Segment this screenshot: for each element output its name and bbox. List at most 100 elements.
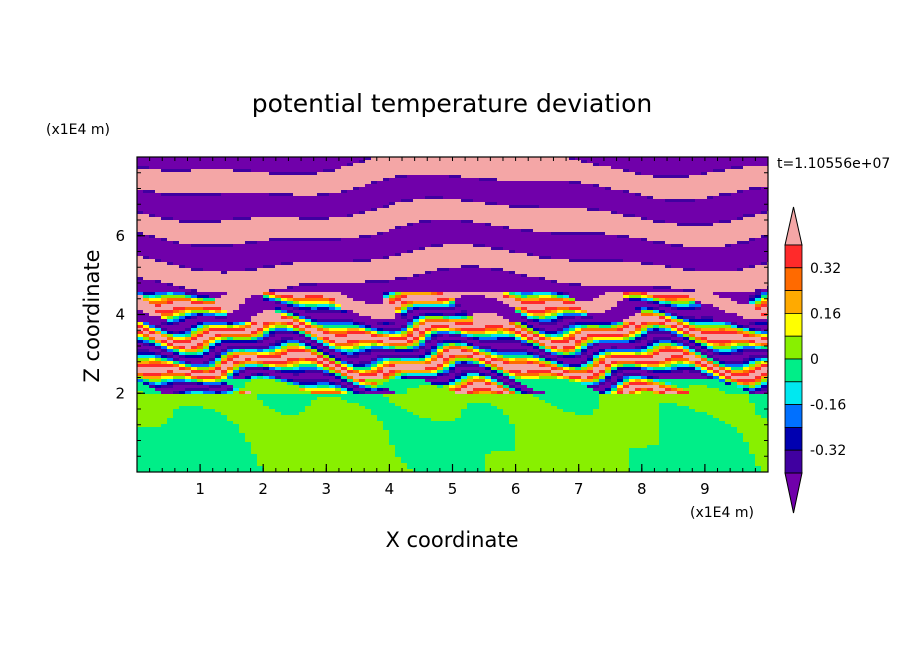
heatmap-cell xyxy=(761,334,768,338)
heatmap-cell xyxy=(557,358,588,362)
heatmap-cell xyxy=(599,400,750,404)
heatmap-cell xyxy=(347,295,384,299)
heatmap-cell xyxy=(425,379,450,383)
heatmap-cell xyxy=(383,358,390,362)
heatmap-cell xyxy=(761,466,768,470)
heatmap-cell xyxy=(503,379,510,383)
heatmap-cell xyxy=(515,295,522,299)
heatmap-cell xyxy=(689,385,708,389)
heatmap-cell xyxy=(479,265,666,269)
heatmap-cell xyxy=(551,370,564,374)
heatmap-cell xyxy=(725,370,732,374)
heatmap-cell xyxy=(269,298,276,302)
heatmap-cell xyxy=(743,190,768,194)
heatmap-cell xyxy=(347,364,354,368)
heatmap-cell xyxy=(539,316,546,320)
heatmap-cell xyxy=(137,436,246,440)
heatmap-cell xyxy=(185,364,192,368)
heatmap-cell xyxy=(185,319,252,323)
heatmap-cell xyxy=(251,169,324,173)
heatmap-cell xyxy=(521,313,528,317)
heatmap-cell xyxy=(569,295,600,299)
heatmap-cell xyxy=(137,271,222,275)
heatmap-cell xyxy=(485,352,492,356)
heatmap-cell xyxy=(563,316,576,320)
heatmap-cell xyxy=(395,277,408,281)
heatmap-cell xyxy=(731,373,750,377)
heatmap-cell xyxy=(629,295,642,299)
heatmap-cell xyxy=(221,310,228,314)
heatmap-cell xyxy=(137,361,150,365)
heatmap-cell xyxy=(755,304,762,308)
heatmap-cell xyxy=(251,442,390,446)
heatmap-cell xyxy=(677,316,684,320)
heatmap-cell xyxy=(749,301,756,305)
heatmap-cell xyxy=(563,313,582,317)
heatmap-cell xyxy=(353,346,360,350)
heatmap-cell xyxy=(551,361,558,365)
heatmap-cell xyxy=(503,409,564,413)
heatmap-cell xyxy=(347,391,354,395)
heatmap-cell xyxy=(491,358,498,362)
heatmap-cell xyxy=(281,310,288,314)
heatmap-cell xyxy=(191,346,198,350)
heatmap-cell xyxy=(737,430,768,434)
heatmap-cell xyxy=(695,316,702,320)
heatmap-cell xyxy=(275,325,288,329)
heatmap-cell xyxy=(485,454,630,458)
heatmap-cell xyxy=(467,334,474,338)
heatmap-cell xyxy=(761,379,768,383)
heatmap-cell xyxy=(737,349,744,353)
heatmap-cell xyxy=(161,355,168,359)
heatmap-cell xyxy=(173,358,180,362)
heatmap-cell xyxy=(221,334,252,338)
heatmap-cell xyxy=(167,292,174,296)
heatmap-cell xyxy=(305,409,372,413)
heatmap-cell xyxy=(407,340,414,344)
heatmap-cell xyxy=(671,331,678,335)
heatmap-cell xyxy=(281,349,288,353)
heatmap-cell xyxy=(323,370,330,374)
heatmap-cell xyxy=(413,469,486,472)
heatmap-cell xyxy=(359,373,378,377)
heatmap-cell xyxy=(413,304,450,308)
heatmap-cell xyxy=(137,211,144,215)
heatmap-cell xyxy=(515,382,522,386)
heatmap-cell xyxy=(137,346,156,350)
heatmap-cell xyxy=(143,337,150,341)
heatmap-cell xyxy=(317,343,324,347)
heatmap-cell xyxy=(167,316,174,320)
heatmap-cell xyxy=(653,298,660,302)
heatmap-cell xyxy=(527,310,546,314)
heatmap-cell xyxy=(395,451,492,455)
heatmap-cell xyxy=(497,391,504,395)
heatmap-cell xyxy=(287,304,294,308)
heatmap-cell xyxy=(425,361,432,365)
heatmap-cell xyxy=(173,385,210,389)
heatmap-cell xyxy=(509,271,516,275)
heatmap-cell xyxy=(587,310,606,314)
heatmap-cell xyxy=(509,379,516,383)
heatmap-cell xyxy=(185,388,210,392)
heatmap-cell xyxy=(341,310,348,314)
heatmap-cell xyxy=(761,304,768,308)
heatmap-cell xyxy=(395,349,414,353)
heatmap-cell xyxy=(179,331,186,335)
heatmap-cell xyxy=(485,355,492,359)
heatmap-cell xyxy=(395,331,402,335)
heatmap-cell xyxy=(677,364,690,368)
heatmap-cell xyxy=(437,328,450,332)
heatmap-cell xyxy=(629,382,648,386)
heatmap-cell xyxy=(743,388,750,392)
heatmap-cell xyxy=(527,295,540,299)
heatmap-cell xyxy=(659,349,684,353)
heatmap-cell xyxy=(299,304,306,308)
heatmap-cell xyxy=(173,313,180,317)
heatmap-cell xyxy=(389,361,426,365)
heatmap-cell xyxy=(329,358,336,362)
heatmap-cell xyxy=(275,376,282,380)
heatmap-cell xyxy=(275,364,288,368)
heatmap-cell xyxy=(737,382,744,386)
heatmap-cell xyxy=(317,385,330,389)
heatmap-cell xyxy=(539,355,546,359)
